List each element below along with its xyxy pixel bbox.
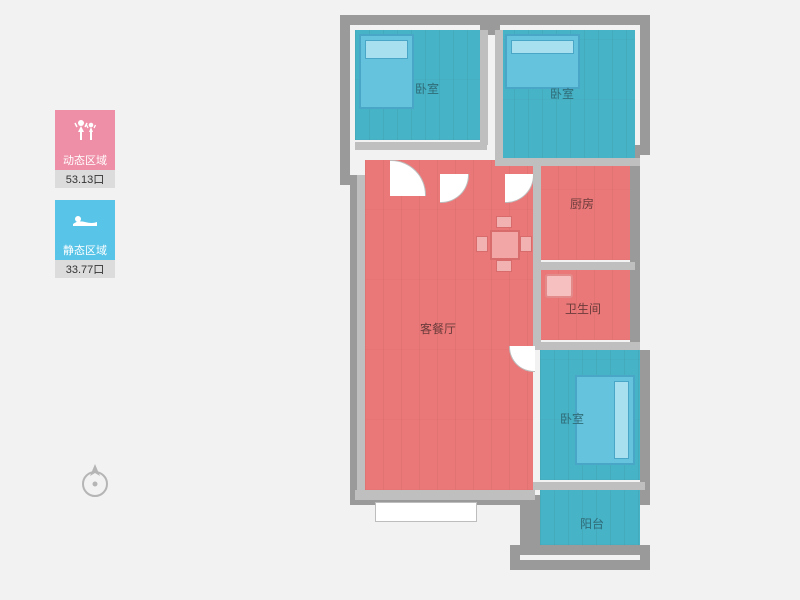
legend-dynamic-label: 动态区域	[55, 150, 115, 170]
legend-static-icon	[55, 200, 115, 240]
people-icon	[71, 118, 99, 142]
legend-static-value: 33.77口	[55, 260, 115, 278]
legend-static-label: 静态区域	[55, 240, 115, 260]
label-living: 客餐厅	[420, 320, 456, 337]
legend-static: 静态区域 33.77口	[55, 200, 115, 278]
legend-dynamic: 动态区域 53.13口	[55, 110, 115, 188]
legend-dynamic-value: 53.13口	[55, 170, 115, 188]
sleeper-icon	[70, 210, 100, 230]
label-bedroom_tl: 卧室	[415, 80, 439, 97]
label-balcony: 阳台	[580, 515, 604, 532]
label-bath: 卫生间	[565, 300, 601, 317]
label-bedroom_tr: 卧室	[550, 85, 574, 102]
label-bedroom_br: 卧室	[560, 410, 584, 427]
floorplan-canvas: 动态区域 53.13口 静态区域 33.77口	[0, 0, 800, 600]
balcony-rail	[375, 502, 477, 522]
legend-dynamic-icon	[55, 110, 115, 150]
label-kitchen: 厨房	[570, 195, 594, 212]
labels-layer: 卧室卧室客餐厅厨房卫生间卧室阳台	[345, 20, 655, 580]
compass-icon	[75, 460, 115, 500]
